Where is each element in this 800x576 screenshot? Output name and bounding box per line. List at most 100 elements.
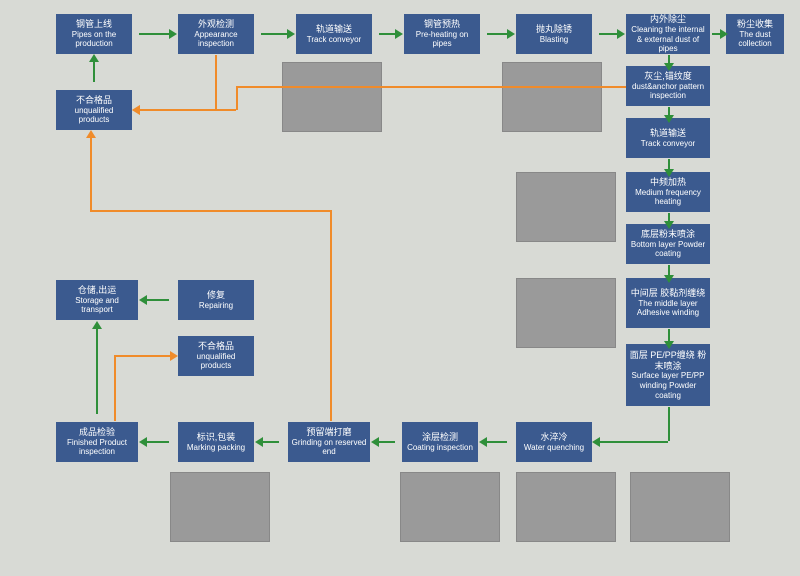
- node-label-en: Water quenching: [524, 443, 584, 453]
- node-label-cn: 不合格品: [76, 95, 112, 106]
- flow-arrow-head: [89, 54, 99, 62]
- flow-arrow-segment: [140, 109, 216, 111]
- flow-node-n14: 水淬冷Water quenching: [516, 422, 592, 462]
- flow-arrow-segment: [215, 55, 217, 109]
- node-label-en: Grinding on reserved end: [291, 438, 367, 457]
- flow-arrow-head: [86, 130, 96, 138]
- node-label-cn: 外观检测: [198, 19, 234, 30]
- node-label-cn: 标识,包装: [197, 432, 236, 443]
- flow-arrow-head: [170, 351, 178, 361]
- node-label-cn: 不合格品: [198, 341, 234, 352]
- flow-node-nSt: 仓储,出运Storage and transport: [56, 280, 138, 320]
- node-label-cn: 轨道输送: [650, 128, 686, 139]
- flow-node-n10: 中频加热Medium frequency heating: [626, 172, 710, 212]
- node-label-cn: 轨道输送: [316, 24, 352, 35]
- node-label-cn: 粉尘收集: [737, 19, 773, 30]
- flow-arrow-segment: [147, 299, 169, 301]
- node-label-cn: 预留端打磨: [306, 427, 351, 438]
- process-photo: [630, 472, 730, 542]
- node-label-cn: 中间层 胶黏剂缠绕: [631, 288, 706, 299]
- node-label-en: Pre-heating on pipes: [407, 30, 477, 49]
- process-photo: [170, 472, 270, 542]
- flow-node-n7: 粉尘收集The dust collection: [726, 14, 784, 54]
- flow-arrow-segment: [147, 441, 169, 443]
- node-label-en: Bottom layer Powder coating: [629, 240, 707, 259]
- node-label-cn: 面层 PE/PP缠绕 粉末喷涂: [629, 350, 707, 372]
- process-photo: [282, 62, 382, 132]
- flow-node-n16: 预留端打磨Grinding on reserved end: [288, 422, 370, 462]
- node-label-en: Finished Product inspection: [59, 438, 135, 457]
- flow-arrow-segment: [668, 329, 670, 341]
- flow-arrow-segment: [487, 33, 507, 35]
- flow-node-n5: 抛丸除锈Blasting: [516, 14, 592, 54]
- node-label-cn: 抛丸除锈: [536, 24, 572, 35]
- flow-arrow-head: [132, 105, 140, 115]
- node-label-en: unqualified products: [59, 106, 129, 125]
- flow-node-n2: 外观检测Appearance inspection: [178, 14, 254, 54]
- flow-arrow-segment: [263, 441, 279, 443]
- flow-arrow-head: [139, 295, 147, 305]
- flow-arrow-segment: [712, 33, 720, 35]
- flow-arrow-segment: [140, 109, 236, 111]
- flow-node-n18: 成品检验Finished Product inspection: [56, 422, 138, 462]
- process-photo: [516, 278, 616, 348]
- node-label-en: Medium frequency heating: [629, 188, 707, 207]
- process-photo: [516, 472, 616, 542]
- process-photo: [516, 172, 616, 242]
- node-label-cn: 灰尘,锚纹度: [644, 71, 692, 82]
- node-label-en: The middle layer Adhesive winding: [629, 299, 707, 318]
- flow-arrow-head: [371, 437, 379, 447]
- node-label-cn: 修复: [207, 290, 225, 301]
- node-label-cn: 底层粉末喷涂: [641, 229, 695, 240]
- flow-arrow-head: [255, 437, 263, 447]
- flow-arrow-head: [395, 29, 403, 39]
- flow-node-n17: 标识,包装Marking packing: [178, 422, 254, 462]
- flow-arrow-segment: [236, 86, 238, 110]
- node-label-en: Coating inspection: [407, 443, 473, 453]
- flow-node-n3: 轨道输送Track conveyor: [296, 14, 372, 54]
- flow-arrow-head: [617, 29, 625, 39]
- flow-arrow-segment: [487, 441, 507, 443]
- flow-node-n11: 底层粉末喷涂Bottom layer Powder coating: [626, 224, 710, 264]
- flow-node-nUQ1: 不合格品unqualified products: [56, 90, 132, 130]
- node-label-cn: 钢管预热: [424, 19, 460, 30]
- flow-node-n8: 灰尘,锚纹度dust&anchor pattern inspection: [626, 66, 710, 106]
- flow-arrow-segment: [93, 62, 95, 82]
- flow-node-n13: 面层 PE/PP缠绕 粉末喷涂Surface layer PE/PP windi…: [626, 344, 710, 406]
- node-label-en: Track conveyor: [307, 35, 361, 45]
- flow-node-n6: 内外除尘Cleaning the internal & external dus…: [626, 14, 710, 54]
- flow-arrow-segment: [261, 33, 287, 35]
- node-label-en: The dust collection: [729, 30, 781, 49]
- flow-node-n9: 轨道输送Track conveyor: [626, 118, 710, 158]
- flow-arrow-segment: [90, 210, 330, 212]
- flow-arrow-segment: [379, 33, 395, 35]
- flow-node-nRep: 修复Repairing: [178, 280, 254, 320]
- flow-arrow-segment: [114, 355, 170, 357]
- flow-arrow-segment: [96, 329, 98, 414]
- flow-arrow-segment: [139, 33, 169, 35]
- flow-arrow-segment: [330, 210, 332, 421]
- flow-arrow-head: [507, 29, 515, 39]
- flow-arrow-head: [132, 105, 140, 115]
- flow-node-n4: 钢管预热Pre-heating on pipes: [404, 14, 480, 54]
- flow-arrow-head: [92, 321, 102, 329]
- node-label-cn: 中频加热: [650, 177, 686, 188]
- node-label-en: Marking packing: [187, 443, 245, 453]
- node-label-en: Appearance inspection: [181, 30, 251, 49]
- node-label-en: Blasting: [540, 35, 568, 45]
- flow-arrow-head: [479, 437, 487, 447]
- process-photo: [400, 472, 500, 542]
- node-label-cn: 涂层检测: [422, 432, 458, 443]
- node-label-en: Surface layer PE/PP winding Powder coati…: [629, 371, 707, 400]
- node-label-en: dust&anchor pattern inspection: [629, 82, 707, 101]
- flow-arrow-head: [139, 437, 147, 447]
- node-label-cn: 仓储,出运: [78, 285, 117, 296]
- node-label-en: unqualified products: [181, 352, 251, 371]
- flow-arrow-segment: [600, 441, 668, 443]
- node-label-cn: 钢管上线: [76, 19, 112, 30]
- flow-arrow-segment: [90, 138, 92, 210]
- flow-node-n12: 中间层 胶黏剂缠绕The middle layer Adhesive windi…: [626, 278, 710, 328]
- flow-arrow-head: [592, 437, 600, 447]
- flow-arrow-segment: [379, 441, 395, 443]
- node-label-cn: 内外除尘: [650, 14, 686, 25]
